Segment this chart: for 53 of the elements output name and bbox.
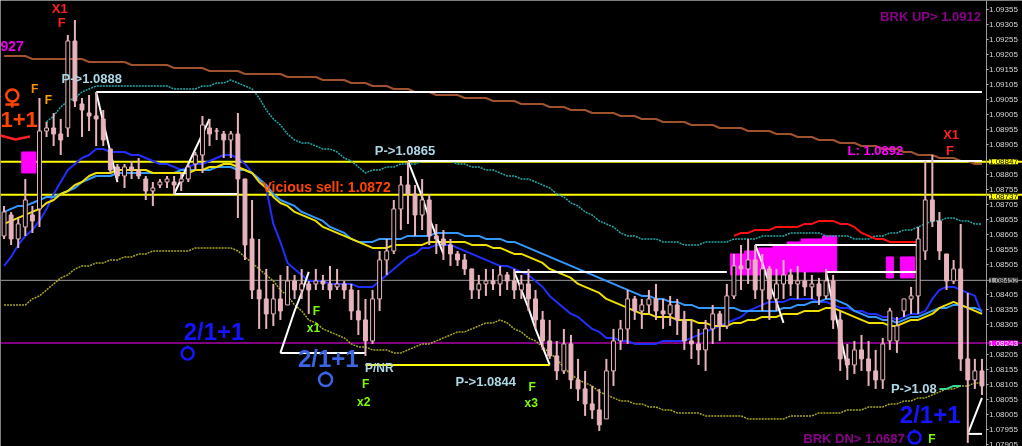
annotation: F	[312, 303, 321, 318]
annotation: P->1.08	[890, 381, 937, 396]
annotation: x1	[306, 320, 321, 335]
annotation: X1	[51, 1, 68, 16]
annotation: 2/1+1	[899, 401, 961, 428]
annotation: F	[946, 143, 955, 158]
y-tick-label: 1.08155	[989, 364, 1019, 374]
annotation: F	[361, 376, 370, 391]
y-tick-label: 1.08805	[989, 169, 1019, 179]
annotation: BRK UP> 1.0912	[880, 9, 981, 24]
annotation: F	[31, 81, 39, 96]
ref-line-label: 1.08452	[989, 275, 1019, 285]
annotation: x2	[357, 394, 371, 409]
y-tick-label: 1.09155	[989, 64, 1019, 74]
y-tick-label: 1.08305	[989, 319, 1019, 329]
annotation: x3	[524, 395, 539, 410]
ref-line-label: 1.08737	[989, 192, 1019, 202]
y-tick-label: 1.08655	[989, 214, 1019, 224]
y-tick-label: 1.08905	[989, 139, 1019, 149]
y-tick-label: 1.08105	[989, 379, 1019, 389]
y-tick-label: 1.07955	[989, 424, 1019, 434]
annotation: F	[57, 15, 66, 30]
y-tick-label: 1.08505	[989, 259, 1019, 269]
y-tick-label: 1.08205	[989, 349, 1019, 359]
y-tick-label: 1.07905	[989, 439, 1019, 446]
y-tick-label: 1.09355	[989, 5, 1019, 14]
annotation: 2/1+1	[183, 318, 245, 345]
annotation: 927	[0, 37, 25, 54]
y-tick-label: 1.09055	[989, 94, 1019, 104]
annotation: 1+1	[0, 107, 38, 132]
y-tick-label: 1.08005	[989, 409, 1019, 419]
ref-line-label: 1.08243	[989, 338, 1019, 348]
y-tick-label: 1.08555	[989, 244, 1019, 254]
annotation: F	[528, 379, 536, 394]
y-tick-label: 1.08755	[989, 184, 1019, 194]
y-tick-label: 1.09105	[989, 79, 1019, 89]
y-tick-label: 1.08705	[989, 199, 1019, 209]
annotation: BRK DN> 1.0687	[803, 431, 905, 446]
y-tick-label: 1.08605	[989, 229, 1019, 239]
y-tick-label: 1.08405	[989, 289, 1019, 299]
y-tick-label: 1.08355	[989, 304, 1019, 314]
y-tick-label: 1.09305	[989, 19, 1019, 29]
ref-line-label: 1.08847	[989, 157, 1019, 167]
y-tick-label: 1.09205	[989, 49, 1019, 59]
annotation: F	[928, 431, 936, 446]
y-tick-label: 1.08055	[989, 394, 1019, 404]
y-tick-label: 1.09255	[989, 34, 1019, 44]
annotation: X1	[943, 127, 960, 142]
annotation: P->1.0865	[374, 143, 436, 158]
y-tick-label: 1.08955	[989, 124, 1019, 134]
annotation: P->1.0844	[455, 374, 517, 389]
annotation: F	[44, 92, 53, 107]
y-tick-label: 1.09005	[989, 109, 1019, 119]
